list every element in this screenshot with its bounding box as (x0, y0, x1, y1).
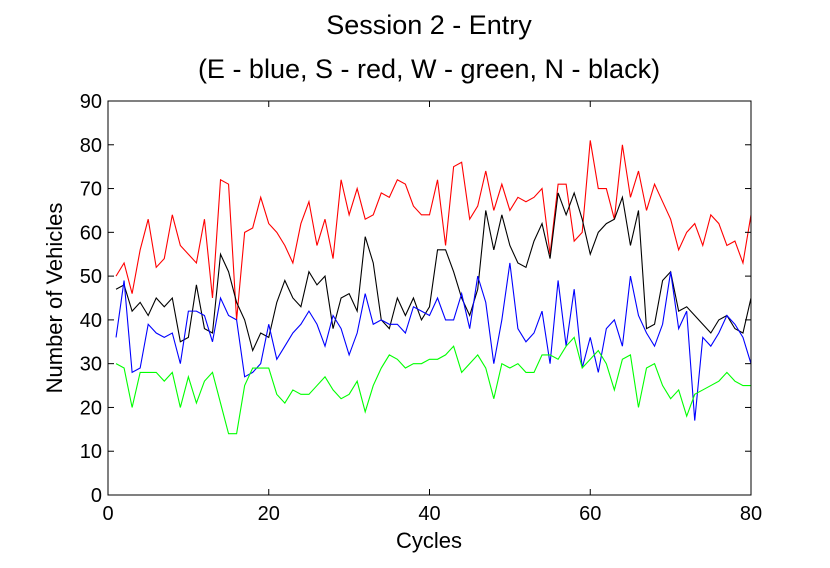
plot-area: 0 20 40 60 80 0 10 20 30 40 50 60 70 80 90 (80, 91, 762, 525)
chart-title-line-1: Session 2 - Entry (326, 10, 532, 40)
series-line-s (115, 140, 752, 320)
axes-box (107, 100, 752, 496)
x-tick-label: 0 (102, 503, 113, 525)
series-line-n (115, 191, 752, 353)
y-tick-label: 80 (80, 135, 102, 157)
y-tick-label: 10 (80, 441, 102, 463)
y-tick-label: 50 (80, 266, 102, 288)
y-tick-label: 70 (80, 179, 102, 201)
x-tick-label: 20 (258, 503, 280, 525)
x-tick-label: 80 (740, 503, 762, 525)
y-tick-label: 20 (80, 397, 102, 419)
y-tick-label: 0 (91, 485, 102, 507)
y-tick-label: 90 (80, 91, 102, 113)
y-tick-label: 40 (80, 310, 102, 332)
x-axis-label: Cycles (396, 528, 462, 553)
x-tick-label: 60 (579, 503, 601, 525)
y-tick-label: 30 (80, 354, 102, 376)
series-line-e (115, 262, 752, 421)
y-tick-label: 60 (80, 222, 102, 244)
x-tick-label: 40 (418, 503, 440, 525)
y-axis-label: Number of Vehicles (42, 203, 67, 394)
series-line-w (115, 336, 751, 435)
chart-title-line-2: (E - blue, S - red, W - green, N - black… (198, 54, 660, 84)
